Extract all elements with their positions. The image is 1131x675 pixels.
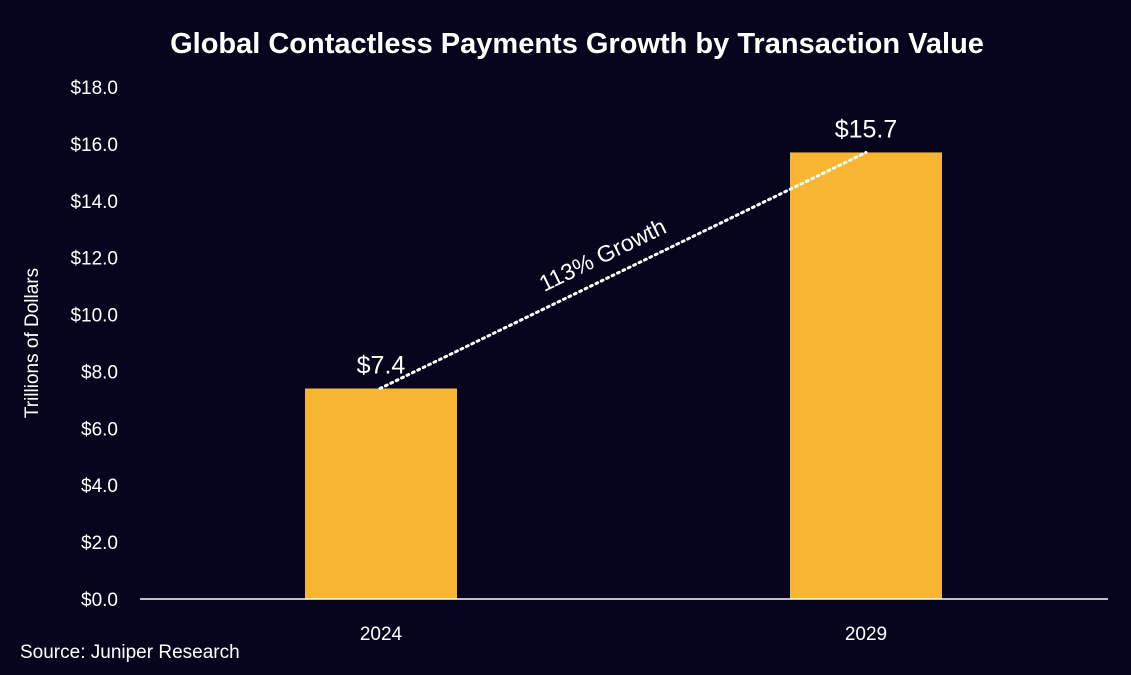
growth-dotted-line	[378, 150, 868, 391]
chart-title: Global Contactless Payments Growth by Tr…	[170, 28, 984, 60]
source-note: Source: Juniper Research	[20, 642, 240, 663]
y-tick-label: $18.0	[70, 78, 118, 99]
y-tick-label: $2.0	[81, 533, 118, 554]
category-label-2029: 2029	[845, 624, 887, 645]
y-tick-label: $12.0	[70, 249, 118, 270]
value-labels-group: $7.4 $15.7	[357, 115, 898, 379]
bars-group	[305, 152, 942, 599]
y-tick-label: $8.0	[81, 362, 118, 383]
y-tick-label: $10.0	[70, 306, 118, 327]
bar-2029	[790, 152, 942, 599]
category-labels-group: 2024 2029	[360, 624, 887, 645]
value-label-2029: $15.7	[835, 115, 898, 143]
y-tick-label: $4.0	[81, 476, 118, 497]
y-tick-label: $6.0	[81, 419, 118, 440]
y-tick-label: $0.0	[81, 590, 118, 611]
y-tick-label: $16.0	[70, 135, 118, 156]
category-label-2024: 2024	[360, 624, 403, 645]
growth-annotation: 113% Growth	[535, 213, 670, 297]
y-axis-ticks: $0.0 $2.0 $4.0 $6.0 $8.0 $10.0 $12.0 $14.0 $16.0…	[70, 78, 118, 611]
y-axis-label: Trillions of Dollars	[22, 268, 43, 418]
y-tick-label: $14.0	[70, 192, 118, 213]
bar-2024	[305, 388, 457, 599]
value-label-2024: $7.4	[357, 352, 406, 380]
